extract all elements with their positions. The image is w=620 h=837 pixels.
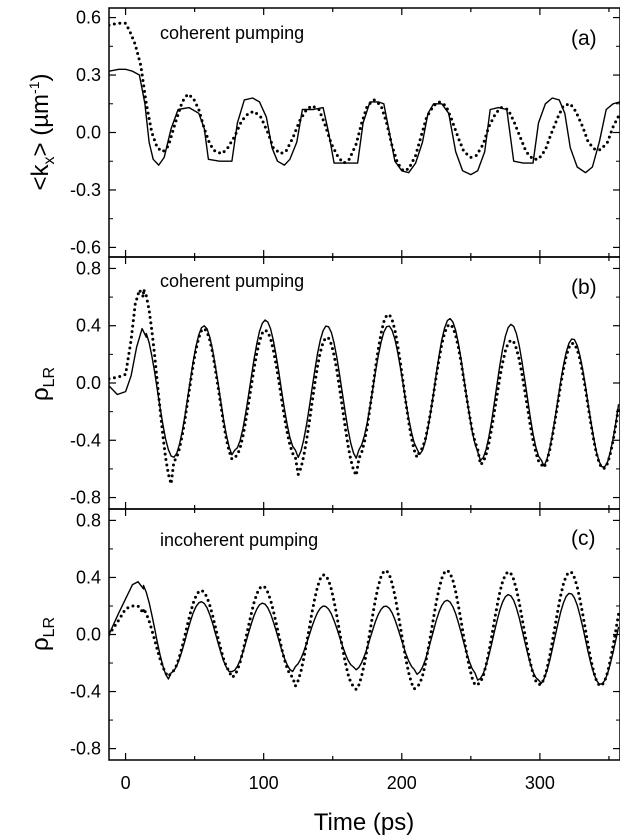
panel-b-series-dotted: [109, 287, 620, 486]
panel-a-ytick-label: 0.3: [76, 65, 101, 85]
panel-c-series-dotted: [109, 568, 620, 691]
panel-a-frame: [108, 7, 620, 258]
panel-b-ytick-label: -0.8: [70, 488, 101, 508]
panel-c-ytick-label: 0.4: [76, 567, 101, 587]
panel-b-ytick-label: 0.0: [76, 373, 101, 393]
panel-b-ytick-label: -0.4: [70, 430, 101, 450]
panel-b: 0.8 0.4 0.0 -0.4 -0.8 coherent pumping (b) ρ…: [27, 256, 620, 510]
panel-c-ylabel: ρLR: [27, 617, 58, 651]
panel-a-ylabel: <kx> (µm-1): [26, 74, 58, 191]
panel-a-ytick-label: -0.6: [70, 237, 101, 257]
x-axis: 0 100 200 300: [121, 773, 555, 793]
x-tick-label: 100: [249, 773, 279, 793]
x-tick-label: 300: [525, 773, 555, 793]
panel-c: 0.8 0.4 0.0 -0.4 -0.8 incoherent pumping (c)…: [27, 508, 620, 761]
panel-b-series-solid: [109, 317, 620, 468]
panel-a: 0.6 0.3 0.0 -0.3 -0.6 coherent pumping (a) <…: [26, 7, 620, 258]
panel-b-tag: (b): [571, 276, 597, 299]
panel-a-ytick-label: -0.3: [70, 180, 101, 200]
panel-c-series-solid: [109, 581, 620, 685]
panel-b-ylabel: ρLR: [27, 367, 58, 401]
panel-c-ytick-label: 0.8: [76, 510, 101, 530]
panel-b-annotation: coherent pumping: [160, 271, 304, 291]
panel-b-ytick-label: 0.8: [76, 258, 101, 278]
panel-c-annotation: incoherent pumping: [160, 530, 318, 550]
panel-a-series-dotted: [109, 21, 620, 173]
panel-a-tag: (a): [571, 27, 597, 50]
panel-b-ytick-label: 0.4: [76, 316, 101, 336]
panel-c-ytick-label: 0.0: [76, 625, 101, 645]
panel-a-annotation: coherent pumping: [160, 23, 304, 43]
panel-a-ytick-label: 0.0: [76, 123, 101, 143]
x-tick-label: 0: [121, 773, 131, 793]
panel-a-series-solid: [109, 68, 620, 176]
panel-b-frame: [108, 256, 620, 510]
panel-c-tag: (c): [571, 527, 596, 550]
x-axis-label: Time (ps): [314, 809, 414, 836]
x-tick-label: 200: [387, 773, 417, 793]
panel-c-ytick-label: -0.4: [70, 682, 101, 702]
panel-c-ytick-label: -0.8: [70, 739, 101, 759]
panel-a-ytick-label: 0.6: [76, 8, 101, 28]
